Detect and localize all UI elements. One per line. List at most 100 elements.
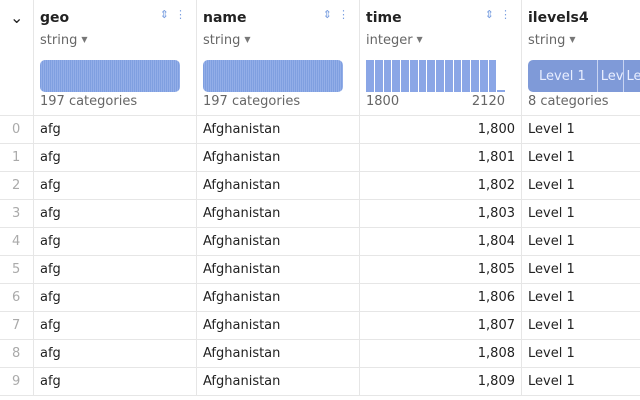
table-cell-geo[interactable]: afg — [34, 144, 196, 172]
collapse-chevron-icon[interactable]: ⌄ — [10, 8, 24, 27]
table-cell-geo[interactable]: afg — [34, 200, 196, 228]
caret-down-icon: ▼ — [416, 35, 423, 44]
table-cell-lvl[interactable]: Level 1 — [522, 256, 640, 284]
histogram-bar[interactable] — [444, 60, 453, 92]
table-cell-time[interactable]: 1,800 — [360, 116, 521, 144]
histogram-bar[interactable] — [392, 60, 400, 92]
more-menu-icon[interactable]: ⋮ — [500, 8, 511, 21]
histogram-bar[interactable] — [401, 60, 409, 92]
table-cell-time[interactable]: 1,803 — [360, 200, 521, 228]
summary: 197 categories — [40, 94, 138, 109]
category-segment[interactable]: Level 1 — [528, 60, 598, 92]
table-cell-time[interactable]: 1,808 — [360, 340, 521, 368]
histogram-bar[interactable] — [418, 60, 427, 92]
row-index[interactable]: 1 — [0, 144, 33, 172]
table-cell-geo[interactable]: afg — [34, 228, 196, 256]
column-type-dropdown[interactable]: string ▼ — [203, 33, 250, 48]
table-cell-time[interactable]: 1,807 — [360, 312, 521, 340]
column-ilevels4: ilevels4 string ▼ Level 1 Lev Le 8 catego… — [522, 0, 640, 396]
table-cell-geo[interactable]: afg — [34, 172, 196, 200]
row-index[interactable]: 4 — [0, 228, 33, 256]
category-bar[interactable] — [40, 60, 180, 92]
table-cell-geo[interactable]: afg — [34, 256, 196, 284]
table-cell-time[interactable]: 1,802 — [360, 172, 521, 200]
table-cell-name[interactable]: Afghanistan — [197, 172, 359, 200]
histogram-bar[interactable] — [409, 60, 418, 92]
table-cell-lvl[interactable]: Level 1 — [522, 228, 640, 256]
table-cell-geo[interactable]: afg — [34, 368, 196, 396]
type-label: string — [40, 33, 78, 48]
sort-icon[interactable]: ⇕ — [484, 8, 494, 21]
histogram-bar[interactable] — [471, 60, 479, 92]
table-cell-name[interactable]: Afghanistan — [197, 200, 359, 228]
max-label: 2120 — [471, 94, 505, 109]
table-cell-name[interactable]: Afghanistan — [197, 368, 359, 396]
table-cell-lvl[interactable]: Level 1 — [522, 284, 640, 312]
histogram-bar[interactable] — [436, 60, 444, 92]
table-cell-geo[interactable]: afg — [34, 116, 196, 144]
category-segment[interactable]: Le — [626, 68, 640, 84]
histogram-bar[interactable] — [462, 60, 470, 92]
type-label: integer — [366, 33, 413, 48]
table-cell-lvl[interactable]: Level 1 — [522, 312, 640, 340]
histogram-bar[interactable] — [497, 90, 505, 92]
table-cell-name[interactable]: Afghanistan — [197, 228, 359, 256]
category-segment[interactable]: Lev — [598, 60, 625, 92]
column-time: time ⇕ ⋮ integer ▼ 1800 2120 1,800 1,801 1,80… — [360, 0, 522, 396]
caret-down-icon: ▼ — [244, 35, 251, 44]
table-cell-geo[interactable]: afg — [34, 284, 196, 312]
table-cell-name[interactable]: Afghanistan — [197, 340, 359, 368]
table-cell-time[interactable]: 1,806 — [360, 284, 521, 312]
sort-icon[interactable]: ⇕ — [322, 8, 332, 21]
more-menu-icon[interactable]: ⋮ — [338, 8, 349, 21]
table-cell-name[interactable]: Afghanistan — [197, 144, 359, 172]
category-bar[interactable] — [203, 60, 343, 92]
sort-icon[interactable]: ⇕ — [159, 8, 169, 21]
table-cell-name[interactable]: Afghanistan — [197, 284, 359, 312]
histogram-bar[interactable] — [366, 60, 374, 92]
caret-down-icon: ▼ — [81, 35, 88, 44]
table-cell-lvl[interactable]: Level 1 — [522, 172, 640, 200]
column-name[interactable]: ilevels4 — [528, 10, 589, 26]
row-index[interactable]: 6 — [0, 284, 33, 312]
histogram-bar[interactable] — [479, 60, 488, 92]
row-index[interactable]: 8 — [0, 340, 33, 368]
table-cell-lvl[interactable]: Level 1 — [522, 116, 640, 144]
histogram-bar[interactable] — [374, 60, 383, 92]
caret-down-icon: ▼ — [569, 35, 576, 44]
table-cell-lvl[interactable]: Level 1 — [522, 340, 640, 368]
row-index[interactable]: 2 — [0, 172, 33, 200]
histogram-bar[interactable] — [427, 60, 435, 92]
column-type-dropdown[interactable]: string ▼ — [528, 33, 575, 48]
table-cell-time[interactable]: 1,809 — [360, 368, 521, 396]
column-name[interactable]: name — [203, 10, 247, 26]
table-cell-lvl[interactable]: Level 1 — [522, 368, 640, 396]
table-cell-geo[interactable]: afg — [34, 340, 196, 368]
table-cell-name[interactable]: Afghanistan — [197, 312, 359, 340]
table-cell-time[interactable]: 1,801 — [360, 144, 521, 172]
column-name[interactable]: time — [366, 10, 402, 26]
table-cell-time[interactable]: 1,805 — [360, 256, 521, 284]
summary: 197 categories — [203, 94, 301, 109]
table-cell-name[interactable]: Afghanistan — [197, 116, 359, 144]
histogram-bar[interactable] — [488, 60, 497, 92]
table-cell-geo[interactable]: afg — [34, 312, 196, 340]
histogram[interactable] — [366, 60, 505, 92]
more-menu-icon[interactable]: ⋮ — [175, 8, 186, 21]
row-index[interactable]: 5 — [0, 256, 33, 284]
table-cell-lvl[interactable]: Level 1 — [522, 144, 640, 172]
row-index[interactable]: 7 — [0, 312, 33, 340]
row-index[interactable]: 0 — [0, 116, 33, 144]
row-index[interactable]: 9 — [0, 368, 33, 396]
column-type-dropdown[interactable]: integer ▼ — [366, 33, 423, 48]
min-label: 1800 — [366, 94, 400, 109]
histogram-bar[interactable] — [383, 60, 392, 92]
histogram-bar[interactable] — [453, 60, 462, 92]
column-name[interactable]: geo — [40, 10, 70, 26]
column-type-dropdown[interactable]: string ▼ — [40, 33, 87, 48]
category-bar[interactable]: Level 1 Lev Le — [528, 60, 640, 92]
table-cell-lvl[interactable]: Level 1 — [522, 200, 640, 228]
table-cell-time[interactable]: 1,804 — [360, 228, 521, 256]
table-cell-name[interactable]: Afghanistan — [197, 256, 359, 284]
row-index[interactable]: 3 — [0, 200, 33, 228]
